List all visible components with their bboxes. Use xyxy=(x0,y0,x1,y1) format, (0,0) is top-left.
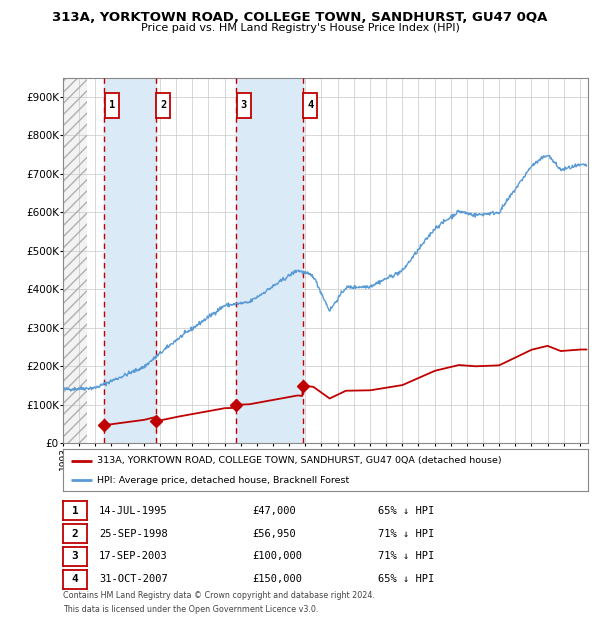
Text: 3: 3 xyxy=(71,551,79,562)
FancyBboxPatch shape xyxy=(157,93,170,118)
Text: 2: 2 xyxy=(71,528,79,539)
FancyBboxPatch shape xyxy=(304,93,317,118)
Text: 2: 2 xyxy=(160,100,166,110)
Text: 1: 1 xyxy=(109,100,115,110)
Text: 65% ↓ HPI: 65% ↓ HPI xyxy=(378,574,434,585)
Text: 14-JUL-1995: 14-JUL-1995 xyxy=(99,505,168,516)
Text: Price paid vs. HM Land Registry's House Price Index (HPI): Price paid vs. HM Land Registry's House … xyxy=(140,23,460,33)
Bar xyxy=(236,78,302,443)
Text: £47,000: £47,000 xyxy=(252,505,296,516)
Bar xyxy=(63,78,87,443)
FancyBboxPatch shape xyxy=(105,93,119,118)
Text: 17-SEP-2003: 17-SEP-2003 xyxy=(99,551,168,562)
Text: £100,000: £100,000 xyxy=(252,551,302,562)
Bar xyxy=(63,78,87,443)
Text: Contains HM Land Registry data © Crown copyright and database right 2024.: Contains HM Land Registry data © Crown c… xyxy=(63,591,375,600)
Text: HPI: Average price, detached house, Bracknell Forest: HPI: Average price, detached house, Brac… xyxy=(97,476,349,485)
Text: 71% ↓ HPI: 71% ↓ HPI xyxy=(378,551,434,562)
Text: 1: 1 xyxy=(71,505,79,516)
Text: This data is licensed under the Open Government Licence v3.0.: This data is licensed under the Open Gov… xyxy=(63,604,319,614)
Text: 31-OCT-2007: 31-OCT-2007 xyxy=(99,574,168,585)
Text: 4: 4 xyxy=(71,574,79,585)
Text: 313A, YORKTOWN ROAD, COLLEGE TOWN, SANDHURST, GU47 0QA: 313A, YORKTOWN ROAD, COLLEGE TOWN, SANDH… xyxy=(52,11,548,24)
Text: £150,000: £150,000 xyxy=(252,574,302,585)
Text: 25-SEP-1998: 25-SEP-1998 xyxy=(99,528,168,539)
Text: 71% ↓ HPI: 71% ↓ HPI xyxy=(378,528,434,539)
Text: 4: 4 xyxy=(307,100,313,110)
FancyBboxPatch shape xyxy=(237,93,251,118)
Text: 3: 3 xyxy=(241,100,247,110)
Bar xyxy=(104,78,155,443)
Text: 313A, YORKTOWN ROAD, COLLEGE TOWN, SANDHURST, GU47 0QA (detached house): 313A, YORKTOWN ROAD, COLLEGE TOWN, SANDH… xyxy=(97,456,502,465)
Text: £56,950: £56,950 xyxy=(252,528,296,539)
Text: 65% ↓ HPI: 65% ↓ HPI xyxy=(378,505,434,516)
